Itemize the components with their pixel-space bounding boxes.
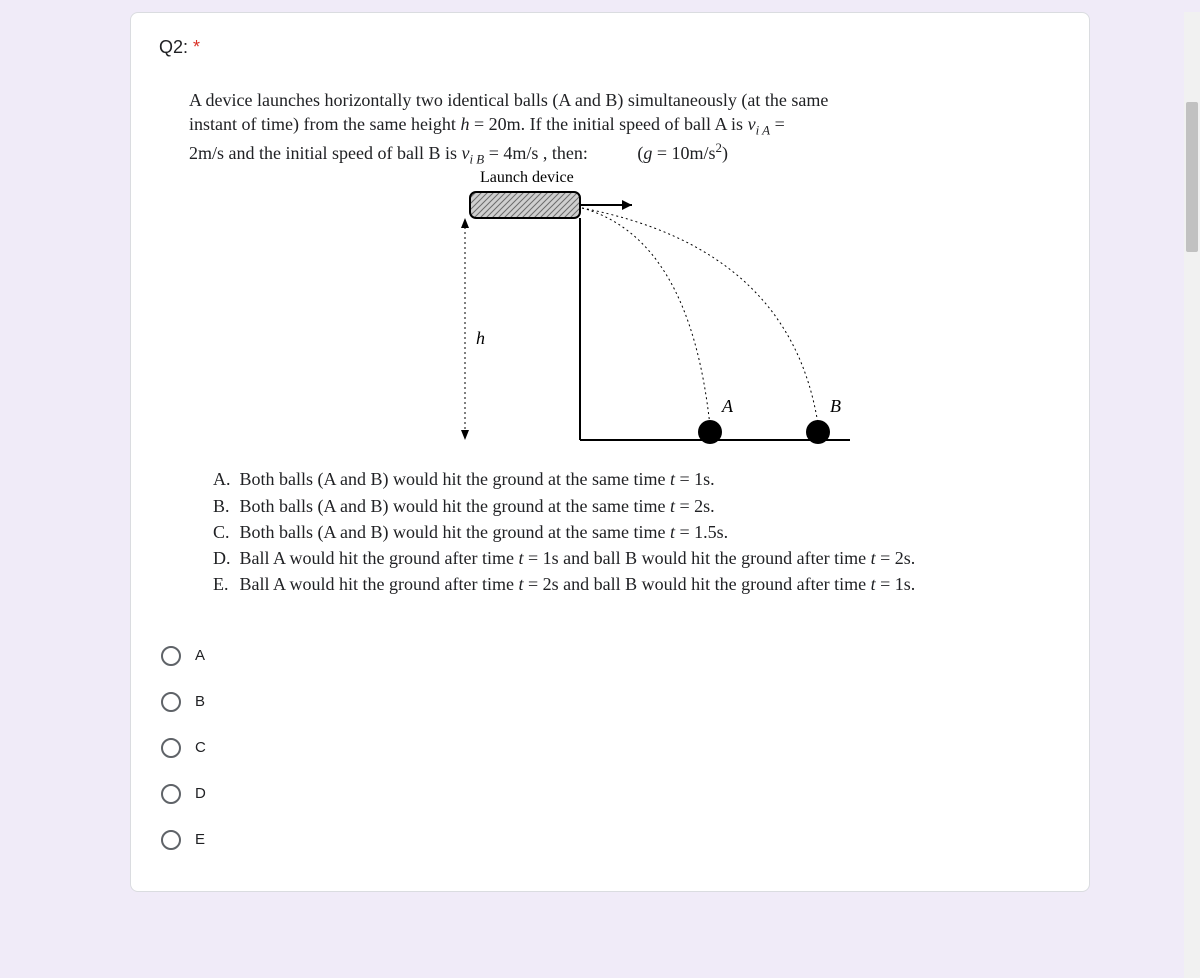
var-sub: i B — [469, 152, 484, 167]
choice-text: = 2s. — [876, 548, 916, 568]
choice-text: Ball A would hit the ground after time — [240, 574, 519, 594]
trajectory-a — [582, 208, 710, 426]
prompt-text: 2m/s and the initial speed of ball B is — [189, 143, 461, 163]
option-label: C — [195, 739, 206, 756]
choice-text: = 1.5s. — [675, 522, 728, 542]
choice-letter: A. — [213, 466, 235, 492]
radio-icon[interactable] — [161, 784, 181, 804]
trajectory-b — [582, 208, 818, 424]
scrollbar-track[interactable] — [1184, 12, 1200, 978]
launch-diagram-svg: Launch device h — [350, 168, 870, 458]
arrow-head-icon — [461, 430, 469, 440]
option-a[interactable]: A — [161, 633, 1061, 679]
choice-text: Both balls (A and B) would hit the groun… — [240, 496, 670, 516]
radio-icon[interactable] — [161, 646, 181, 666]
question-prompt: A device launches horizontally two ident… — [189, 88, 1031, 168]
prompt-text: = 4m/s , then: — [484, 143, 588, 163]
prompt-text: . If the initial speed of ball A is — [521, 114, 748, 134]
option-c[interactable]: C — [161, 725, 1061, 771]
prompt-text: = — [770, 114, 785, 134]
choice-letter: B. — [213, 493, 235, 519]
launch-device-icon — [470, 192, 580, 218]
var-sub: i A — [756, 123, 771, 138]
choice-text: Both balls (A and B) would hit the groun… — [240, 522, 670, 542]
choice-d: D. Ball A would hit the ground after tim… — [213, 545, 1031, 571]
radio-icon[interactable] — [161, 830, 181, 850]
ball-b-icon — [806, 420, 830, 444]
answer-choice-list: A. Both balls (A and B) would hit the gr… — [213, 466, 1031, 596]
option-label: D — [195, 785, 206, 802]
choice-e: E. Ball A would hit the ground after tim… — [213, 571, 1031, 597]
question-title: Q2: * — [159, 37, 1061, 58]
choice-text: = 2s and ball B would hit the ground aft… — [523, 574, 870, 594]
choice-letter: D. — [213, 545, 235, 571]
ball-b-label: B — [830, 396, 841, 416]
choice-b: B. Both balls (A and B) would hit the gr… — [213, 493, 1031, 519]
choice-letter: C. — [213, 519, 235, 545]
arrow-head-icon — [461, 218, 469, 228]
question-card: Q2: * A device launches horizontally two… — [130, 12, 1090, 892]
diagram-caption: Launch device — [480, 169, 574, 186]
prompt-text: A device launches horizontally two ident… — [189, 90, 828, 110]
choice-a: A. Both balls (A and B) would hit the gr… — [213, 466, 1031, 492]
option-label: A — [195, 647, 205, 664]
choice-text: = 2s. — [675, 496, 715, 516]
required-star: * — [193, 37, 200, 57]
option-e[interactable]: E — [161, 817, 1061, 863]
option-label: B — [195, 693, 205, 710]
choice-text: = 1s. — [876, 574, 916, 594]
h-label: h — [476, 328, 485, 348]
ball-a-icon — [698, 420, 722, 444]
scrollbar-thumb[interactable] — [1186, 102, 1198, 252]
diagram: Launch device h — [159, 168, 1061, 458]
question-number: Q2: — [159, 37, 188, 57]
choice-letter: E. — [213, 571, 235, 597]
choice-text: Both balls (A and B) would hit the groun… — [240, 469, 670, 489]
choice-text: = 1s and ball B would hit the ground aft… — [523, 548, 870, 568]
option-label: E — [195, 831, 205, 848]
prompt-text: = 20m — [469, 114, 520, 134]
choice-c: C. Both balls (A and B) would hit the gr… — [213, 519, 1031, 545]
radio-icon[interactable] — [161, 692, 181, 712]
option-d[interactable]: D — [161, 771, 1061, 817]
radio-options: A B C D E — [161, 633, 1061, 863]
choice-text: = 1s. — [675, 469, 715, 489]
arrow-head-icon — [622, 200, 632, 210]
prompt-text: = 10m/s — [652, 143, 715, 163]
radio-icon[interactable] — [161, 738, 181, 758]
var-v: v — [748, 114, 756, 134]
ball-a-label: A — [721, 396, 734, 416]
prompt-text: instant of time) from the same height — [189, 114, 460, 134]
choice-text: Ball A would hit the ground after time — [240, 548, 519, 568]
option-b[interactable]: B — [161, 679, 1061, 725]
prompt-text: ) — [722, 143, 728, 163]
